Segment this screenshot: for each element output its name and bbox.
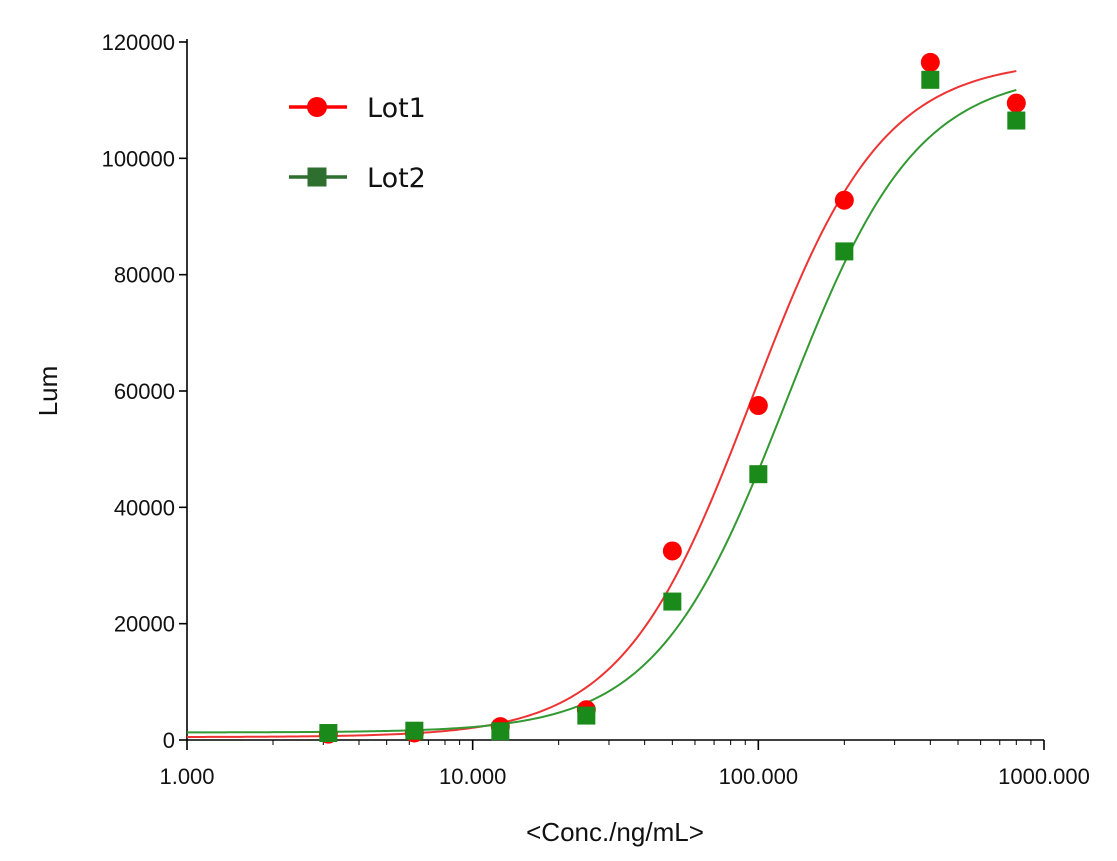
x-tick-label: 100.000 <box>719 764 799 789</box>
y-tick-label: 0 <box>163 728 175 753</box>
data-point-lot2 <box>835 242 854 261</box>
axes: 0 20000 40000 60000 80000 100000 120000 1.000 10… <box>102 30 1090 789</box>
y-tick-label: 100000 <box>102 146 175 171</box>
data-points <box>318 52 1026 744</box>
data-point-lot2 <box>577 706 596 725</box>
y-axis-title: Lum <box>33 366 63 417</box>
data-point-lot2 <box>491 722 510 741</box>
x-tick-label: 1000.000 <box>998 764 1090 789</box>
legend-marker-circle <box>307 97 327 117</box>
legend-label: Lot2 <box>367 163 426 194</box>
x-tick-label: 10.000 <box>439 764 506 789</box>
y-tick-label: 20000 <box>114 612 175 637</box>
data-point-lot2 <box>921 70 940 89</box>
data-point-lot2 <box>405 721 424 740</box>
data-point-lot2 <box>319 724 338 743</box>
x-tick-label: 1.000 <box>159 764 214 789</box>
legend-item-lot2: Lot2 <box>289 163 426 194</box>
legend: Lot1 Lot2 <box>289 93 426 194</box>
legend-marker-square <box>307 167 327 187</box>
y-tick-label: 40000 <box>114 495 175 520</box>
x-axis-title: <Conc./ng/mL> <box>526 817 704 847</box>
data-point-lot2 <box>663 592 682 611</box>
data-point-lot2 <box>749 465 768 484</box>
y-tick-label: 80000 <box>114 263 175 288</box>
data-point-lot1 <box>662 541 682 561</box>
data-point-lot1 <box>1006 93 1026 113</box>
legend-label: Lot1 <box>367 93 426 124</box>
legend-item-lot1: Lot1 <box>289 93 426 124</box>
y-tick-label: 60000 <box>114 379 175 404</box>
data-point-lot2 <box>1007 111 1026 130</box>
data-point-lot1 <box>748 396 768 416</box>
y-tick-label: 120000 <box>102 30 175 55</box>
data-point-lot1 <box>834 190 854 210</box>
data-point-lot1 <box>920 52 940 72</box>
